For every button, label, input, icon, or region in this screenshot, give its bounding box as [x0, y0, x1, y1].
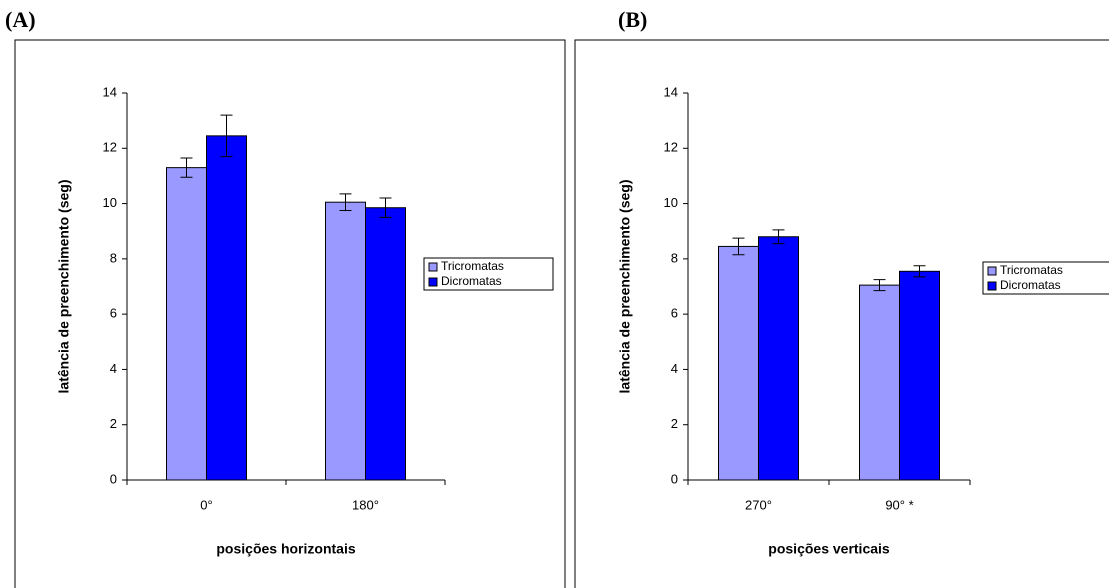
- bar: [859, 284, 900, 481]
- legend-swatch: [987, 266, 997, 276]
- bar: [899, 270, 940, 481]
- y-tick-label: 0: [671, 471, 678, 486]
- chart-frame: [14, 39, 566, 588]
- y-tick-label: 6: [110, 306, 117, 321]
- y-tick-label: 6: [671, 306, 678, 321]
- y-tick-label: 10: [664, 195, 678, 210]
- bar: [206, 135, 247, 481]
- y-tick-label: 2: [110, 416, 117, 431]
- y-tick-label: 4: [110, 361, 117, 376]
- x-tick-label: 180°: [352, 497, 379, 512]
- error-bar: [732, 237, 745, 256]
- error-bar: [220, 114, 233, 158]
- y-tick-label: 12: [103, 140, 117, 155]
- error-bar: [379, 197, 392, 218]
- bar: [758, 236, 799, 481]
- bar: [365, 207, 406, 481]
- x-tick-label: 0°: [200, 497, 212, 512]
- x-tick-label: 270°: [745, 497, 772, 512]
- x-axis-label: posições horizontais: [216, 541, 355, 557]
- y-tick-label: 12: [664, 140, 678, 155]
- x-tick-label: 90° *: [885, 497, 913, 512]
- legend-label: Dicromatas: [441, 274, 502, 288]
- error-bar: [772, 229, 785, 245]
- y-tick-label: 14: [103, 84, 117, 99]
- error-bar: [339, 193, 352, 211]
- bar: [325, 201, 366, 481]
- y-axis-label: latência de preenchimento (seg): [56, 180, 72, 394]
- legend-label: Tricromatas: [441, 259, 504, 273]
- legend-label: Tricromatas: [1000, 263, 1063, 277]
- bar: [166, 167, 207, 481]
- bar: [718, 245, 759, 481]
- y-tick-label: 0: [110, 471, 117, 486]
- y-tick-label: 4: [671, 361, 678, 376]
- panel-label: (A): [5, 7, 36, 32]
- x-axis-label: posições verticais: [768, 541, 890, 557]
- y-tick-label: 8: [110, 250, 117, 265]
- error-bar: [913, 265, 926, 278]
- y-tick-label: 14: [664, 84, 678, 99]
- legend-swatch: [428, 277, 438, 287]
- chart-frame: [574, 39, 1109, 588]
- error-bar: [180, 157, 193, 178]
- y-tick-label: 2: [671, 416, 678, 431]
- legend-swatch: [428, 262, 438, 272]
- legend-swatch: [987, 281, 997, 291]
- y-axis-label: latência de preenchimento (seg): [617, 180, 633, 394]
- y-tick-label: 10: [103, 195, 117, 210]
- y-tick-label: 8: [671, 250, 678, 265]
- legend-box: [423, 257, 554, 291]
- legend-label: Dicromatas: [1000, 278, 1061, 292]
- panel-label: (B): [618, 7, 647, 32]
- legend-box: [982, 261, 1109, 295]
- error-bar: [873, 279, 886, 292]
